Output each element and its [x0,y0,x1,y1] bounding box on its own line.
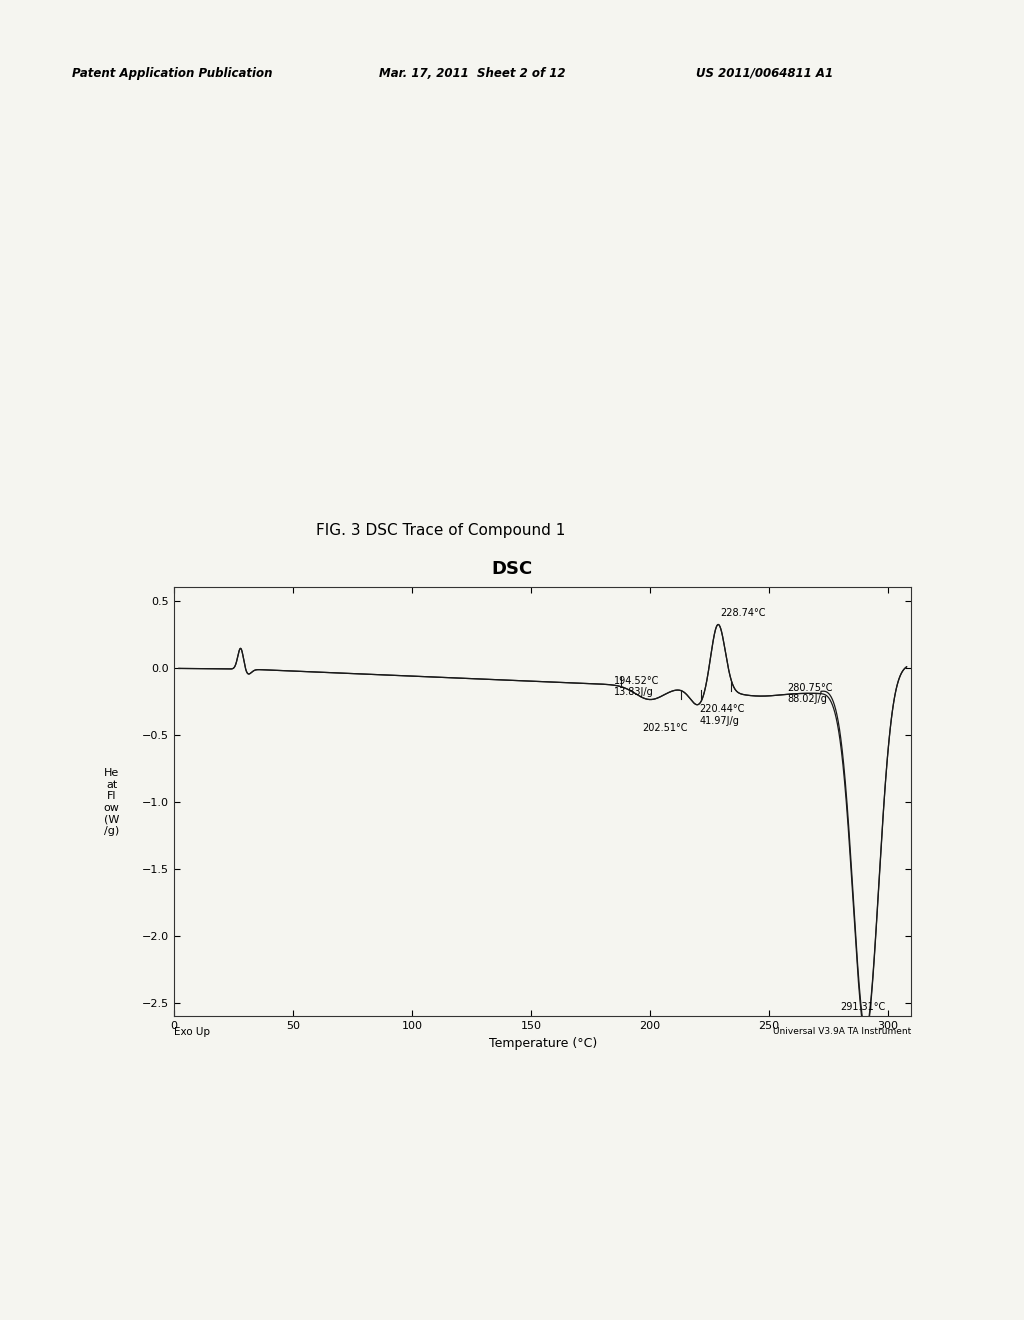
Text: 291.31°C: 291.31°C [840,1002,886,1011]
Text: 280.75°C
88.02J/g: 280.75°C 88.02J/g [787,682,834,704]
Text: Exo Up: Exo Up [174,1027,210,1038]
Text: FIG. 3 DSC Trace of Compound 1: FIG. 3 DSC Trace of Compound 1 [315,523,565,537]
Text: Mar. 17, 2011  Sheet 2 of 12: Mar. 17, 2011 Sheet 2 of 12 [379,66,565,79]
Text: Patent Application Publication: Patent Application Publication [72,66,272,79]
Text: 228.74°C: 228.74°C [720,609,765,618]
Y-axis label: He
at
Fl
ow
(W
/g): He at Fl ow (W /g) [103,768,120,836]
Text: Universal V3.9A TA Instrument: Universal V3.9A TA Instrument [773,1027,911,1036]
Text: US 2011/0064811 A1: US 2011/0064811 A1 [696,66,834,79]
X-axis label: Temperature (°C): Temperature (°C) [488,1036,597,1049]
Text: 220.44°C
41.97J/g: 220.44°C 41.97J/g [699,704,745,726]
Text: 194.52°C
13.83J/g: 194.52°C 13.83J/g [614,676,659,697]
Text: 202.51°C: 202.51°C [643,723,688,733]
Text: DSC: DSC [492,560,532,578]
